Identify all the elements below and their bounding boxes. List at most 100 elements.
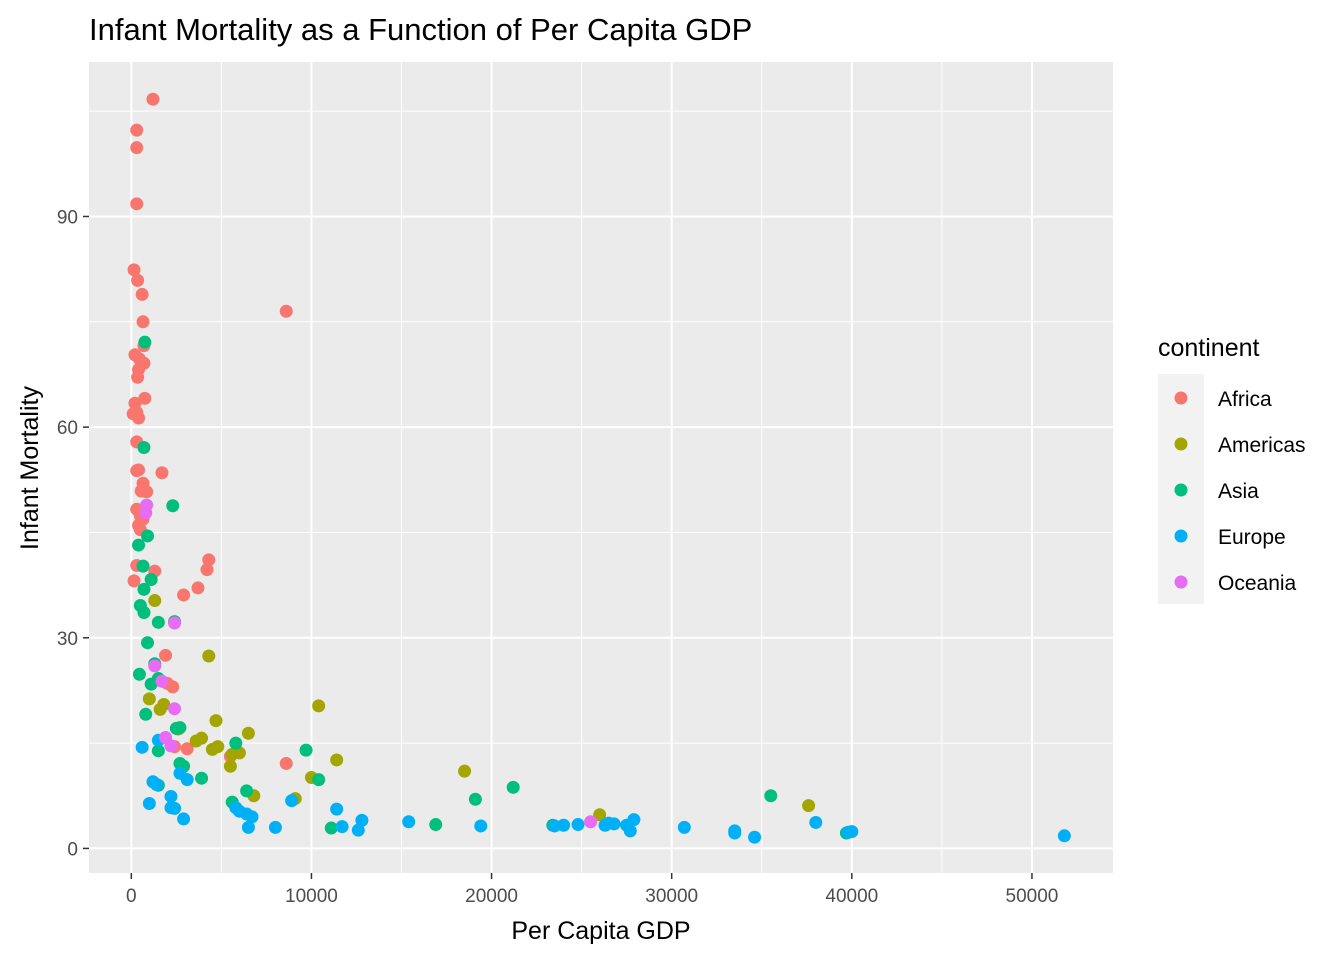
data-point [168,616,182,630]
data-point [571,818,585,832]
legend-key-oceania [1174,575,1188,589]
data-point [151,744,165,758]
data-point [506,780,520,794]
data-point [130,197,144,211]
data-point [168,702,182,716]
data-point [168,801,182,815]
data-point [177,812,191,826]
data-point [137,440,151,454]
data-point [279,304,293,318]
data-point [132,538,146,552]
data-point [136,559,150,573]
data-point [142,692,156,706]
data-point [132,463,146,477]
data-point [429,818,443,832]
data-point [164,739,178,753]
data-point [155,674,169,688]
data-point [809,815,823,829]
data-point [202,553,216,567]
x-tick-label: 0 [126,886,137,907]
data-point [268,820,282,834]
x-tick-label: 50000 [1006,886,1059,907]
series-oceania [139,498,598,829]
data-point [802,799,816,813]
data-point [607,817,621,831]
y-axis: 0 30 60 90 [57,207,89,860]
y-tick-label: 30 [57,629,78,650]
data-point [468,792,482,806]
data-point [131,273,145,287]
y-axis-title: Infant Mortality [16,386,44,550]
data-point [627,813,641,827]
data-point [127,574,141,588]
data-point [159,648,173,662]
data-point [330,753,344,767]
data-point [148,659,162,673]
series-europe [135,733,1071,844]
data-point [223,759,237,773]
data-points [126,92,1071,844]
data-point [312,699,326,713]
legend-title: continent [1158,334,1260,362]
minor-gridlines [89,62,1113,873]
data-point [355,813,369,827]
data-point [132,411,146,425]
data-point [299,743,313,757]
data-point [169,721,183,735]
data-point [144,572,158,586]
x-axis-title: Per Capita GDP [511,917,690,945]
data-point [177,588,191,602]
data-point [132,667,146,681]
data-point [127,263,141,277]
legend-label-americas: Americas [1218,434,1306,457]
data-point [130,123,144,137]
legend-label-africa: Africa [1218,388,1272,411]
legend-items: Africa Americas Asia Europe Oceania [1174,388,1306,595]
data-point [200,563,214,577]
y-tick-label: 0 [67,839,78,860]
data-point [191,581,205,595]
data-point [285,794,299,808]
x-tick-label: 30000 [645,886,698,907]
data-point [148,594,162,608]
plot-panel [89,62,1113,873]
data-point [151,615,165,629]
data-point [1057,829,1071,843]
data-point [202,649,216,663]
data-point [677,820,691,834]
y-tick-label: 60 [57,418,78,439]
data-point [240,784,254,798]
legend-key-americas [1174,437,1188,451]
data-point [623,824,637,838]
data-point [137,582,151,596]
data-point [402,815,416,829]
data-point [136,315,150,329]
data-point [138,391,152,405]
data-point [764,789,778,803]
data-point [141,529,155,543]
legend-key-europe [1174,529,1188,543]
data-point [164,789,178,803]
data-point [195,771,209,785]
data-point [135,740,149,754]
data-point [209,714,223,728]
data-point [211,740,225,754]
data-point [142,796,156,810]
legend-label-oceania: Oceania [1218,572,1297,595]
data-point [137,605,151,619]
data-point [229,736,243,750]
data-point [153,702,167,716]
chart-title: Infant Mortality as a Function of Per Ca… [89,12,752,47]
data-point [155,466,169,480]
data-point [474,819,488,833]
data-point [135,287,149,301]
data-point [180,773,194,787]
data-point [845,825,859,839]
legend-key-asia [1174,483,1188,497]
data-point [130,141,144,155]
y-tick-label: 90 [57,207,78,228]
data-point [139,707,153,721]
data-point [728,824,742,838]
data-point [241,726,255,740]
